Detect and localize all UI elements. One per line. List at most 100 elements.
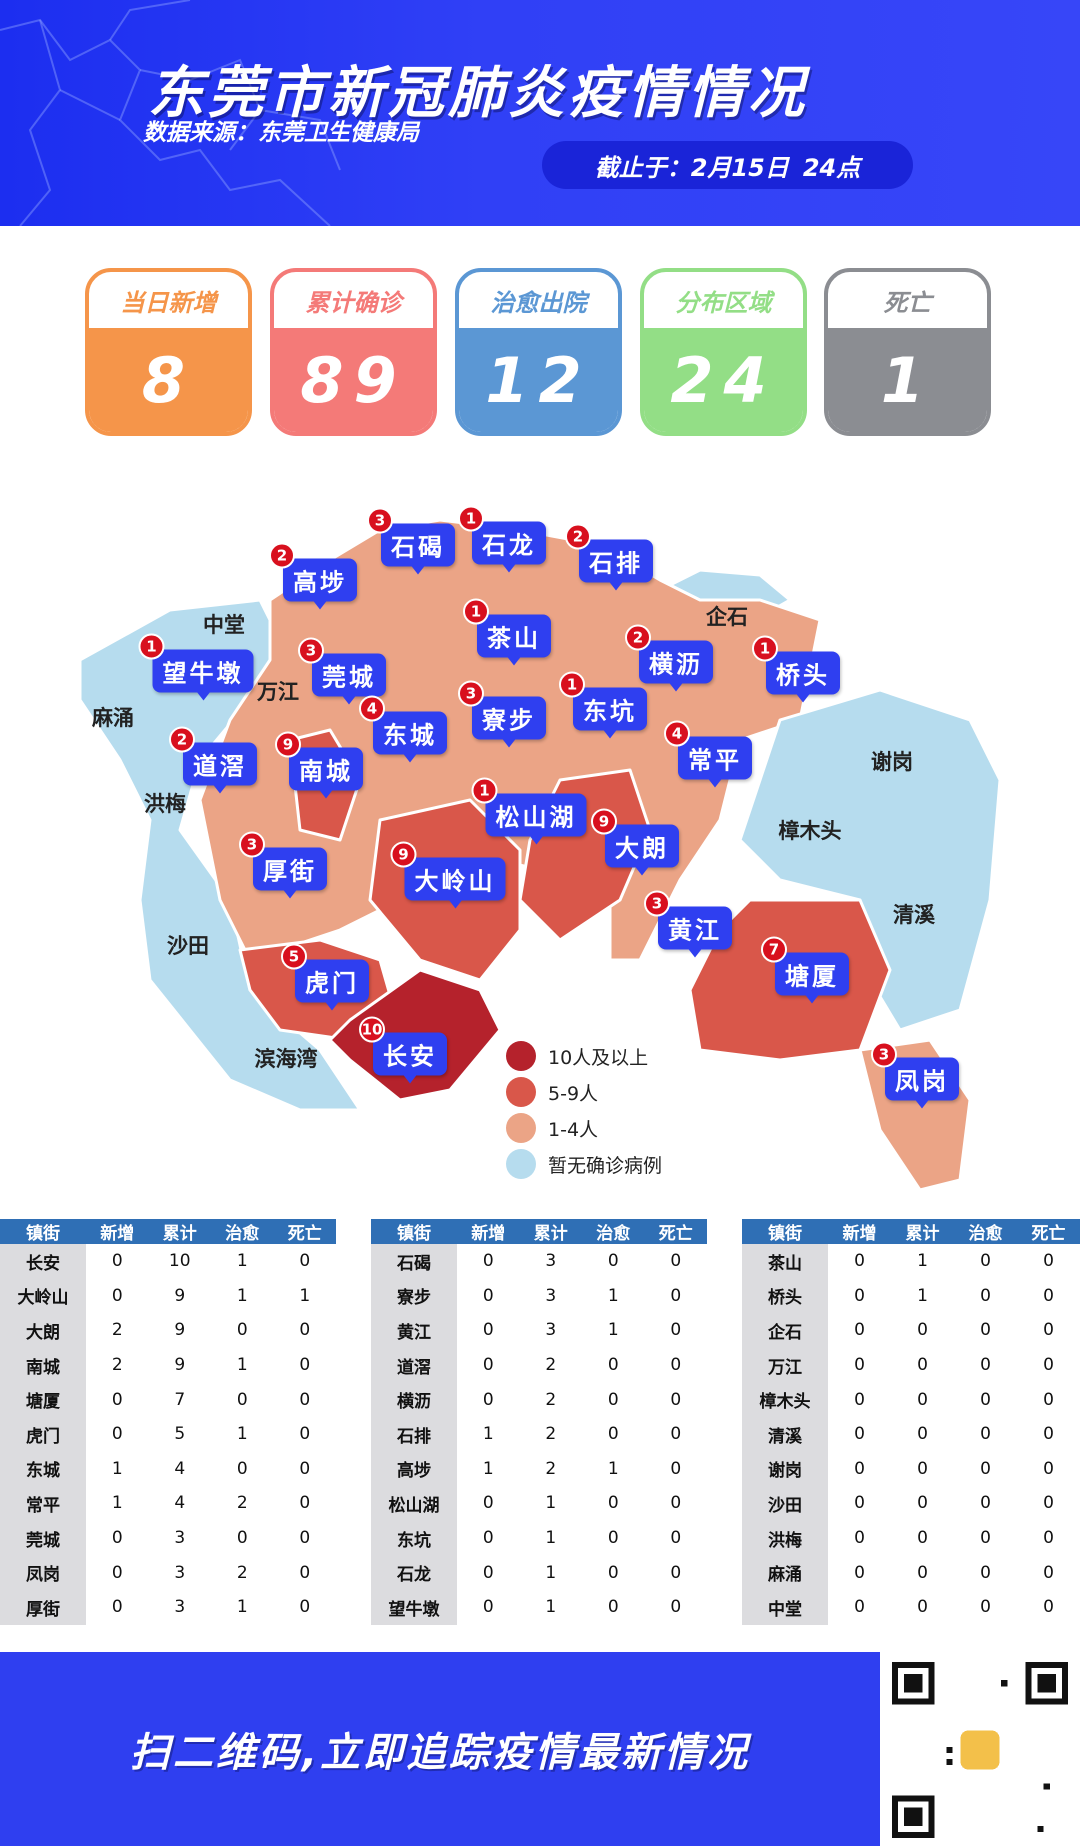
district-label: 樟木头 [778,819,842,843]
table-cell: 东坑 [371,1520,457,1556]
map-pin-label[interactable]: 3 石碣 [367,507,455,575]
stat-value: 24 [644,328,803,432]
table-cell: 0 [670,1458,682,1479]
map-pin-label[interactable]: 4 东城 [359,695,447,763]
map-pin-label[interactable]: 3 寮步 [458,680,546,748]
table-cell: 0 [854,1458,865,1479]
table-cell: 0 [854,1320,865,1341]
table-cell: 樟木头 [742,1382,828,1417]
stat-value: 8 [89,328,248,432]
table-cell: 0 [854,1285,865,1306]
map-pin-label[interactable]: 9 南城 [275,731,363,799]
table-cell: 0 [236,1528,248,1549]
table-cell: 0 [299,1424,311,1445]
map-pin-label[interactable]: 7 塘厦 [761,936,849,1004]
table-cell: 黄江 [371,1313,457,1348]
map-pin-label[interactable]: 9 大岭山 [390,841,506,909]
column-header: 累计 [519,1219,582,1244]
table-cell: 0 [236,1389,248,1410]
district-name: 凤岗 [895,1067,949,1096]
map-pin-label[interactable]: 2 高埗 [269,542,357,610]
map-pin-label[interactable]: 3 凤岗 [871,1041,959,1109]
table-cell: 0 [670,1493,682,1514]
table-cell: 沙田 [742,1486,828,1521]
table-cell: 0 [980,1251,991,1272]
column-header: 新增 [457,1219,520,1244]
header-banner: 东莞市新冠肺炎疫情情况 数据来源：东莞卫生健康局 截止于：2月15日 24点 [0,0,1080,226]
table-row: 东城 1 4 0 0 [0,1451,336,1487]
case-count-badge: 2 [565,523,591,550]
table-row: 南城 2 9 1 0 [0,1347,336,1383]
map-pin-label[interactable]: 2 道滘 [169,726,257,794]
case-count-badge: 1 [471,777,498,804]
qr-code[interactable] [890,1662,1070,1838]
table-cell: 0 [1043,1320,1054,1341]
table-cell: 0 [607,1597,619,1618]
case-count-badge: 3 [644,890,670,917]
map-pin-label[interactable]: 1 桥头 [752,635,840,703]
table-cell: 0 [607,1562,619,1583]
table-cell: 3 [174,1528,186,1549]
district-name: 道滘 [193,752,247,781]
table-cell: 0 [299,1597,311,1618]
table-cell: 0 [482,1597,494,1618]
table-row: 厚街 0 3 1 0 [0,1589,336,1625]
map-pin-label[interactable]: 1 望牛墩 [138,633,254,701]
table-cell: 0 [917,1355,928,1376]
table-cell: 万江 [742,1347,828,1383]
map-pin-label[interactable]: 3 黄江 [644,890,732,958]
map-pin-label[interactable]: 2 石排 [565,523,653,591]
map-pin-label[interactable]: 9 大朗 [591,808,679,876]
table-row: 企石 0 0 0 0 [742,1313,1080,1348]
table-cell: 1 [545,1562,557,1583]
district-name: 东城 [383,721,437,750]
table-row: 松山湖 0 1 0 0 [371,1486,707,1521]
table-cell: 石排 [371,1416,457,1452]
table-cell: 0 [607,1389,619,1410]
district-name: 长安 [383,1042,437,1071]
case-count-badge: 4 [359,695,385,722]
table-cell: 0 [299,1251,311,1272]
table-cell: 0 [111,1285,123,1306]
case-count-badge: 1 [559,671,585,698]
map-pin-label[interactable]: 3 厚街 [239,831,327,899]
table-cell: 1 [236,1251,248,1272]
table-cell: 清溪 [742,1416,828,1452]
map-pin-label[interactable]: 5 虎门 [281,943,369,1011]
table-cell: 4 [174,1458,186,1479]
table-cell: 0 [1043,1355,1054,1376]
table-cell: 3 [174,1597,186,1618]
map-pin-label[interactable]: 3 莞城 [298,637,386,705]
table-cell: 0 [1043,1562,1054,1583]
map-pin-label[interactable]: 4 常平 [664,720,752,788]
table-header: 镇街 新增 累计 治愈 死亡 [742,1219,1080,1244]
table-cell: 9 [174,1285,186,1306]
map-pin-label[interactable]: 2 横沥 [625,624,713,692]
table-cell: 0 [917,1320,928,1341]
table-cell: 0 [670,1355,682,1376]
table-row: 横沥 0 2 0 0 [371,1382,707,1417]
map-pin-label[interactable]: 1 茶山 [463,598,551,666]
table-cell: 1 [607,1285,619,1306]
column-header: 镇街 [371,1219,457,1244]
table-row: 望牛墩 0 1 0 0 [371,1589,707,1625]
district-name: 桥头 [776,661,830,690]
map-pin-label[interactable]: 1 松山湖 [471,777,587,845]
table-cell: 麻涌 [742,1555,828,1590]
map-pin-label[interactable]: 1 石龙 [458,505,546,573]
table-cell: 东城 [0,1451,86,1487]
table-cell: 洪梅 [742,1520,828,1556]
column-header: 治愈 [211,1219,274,1244]
table-cell: 0 [299,1528,311,1549]
map-pin-label[interactable]: 1 东坑 [559,671,647,739]
table-row: 长安 0 10 1 0 [0,1244,336,1279]
table-cell: 1 [607,1458,619,1479]
table-cell: 0 [482,1493,494,1514]
table-cell: 0 [980,1320,991,1341]
table-row: 常平 1 4 2 0 [0,1486,336,1521]
table-cell: 0 [980,1389,991,1410]
district-label: 企石 [706,605,748,629]
table-cell: 0 [299,1562,311,1583]
stat-card: 当日新增 8 [85,268,252,436]
map-pin-label[interactable]: 10 长安 [359,1016,447,1084]
